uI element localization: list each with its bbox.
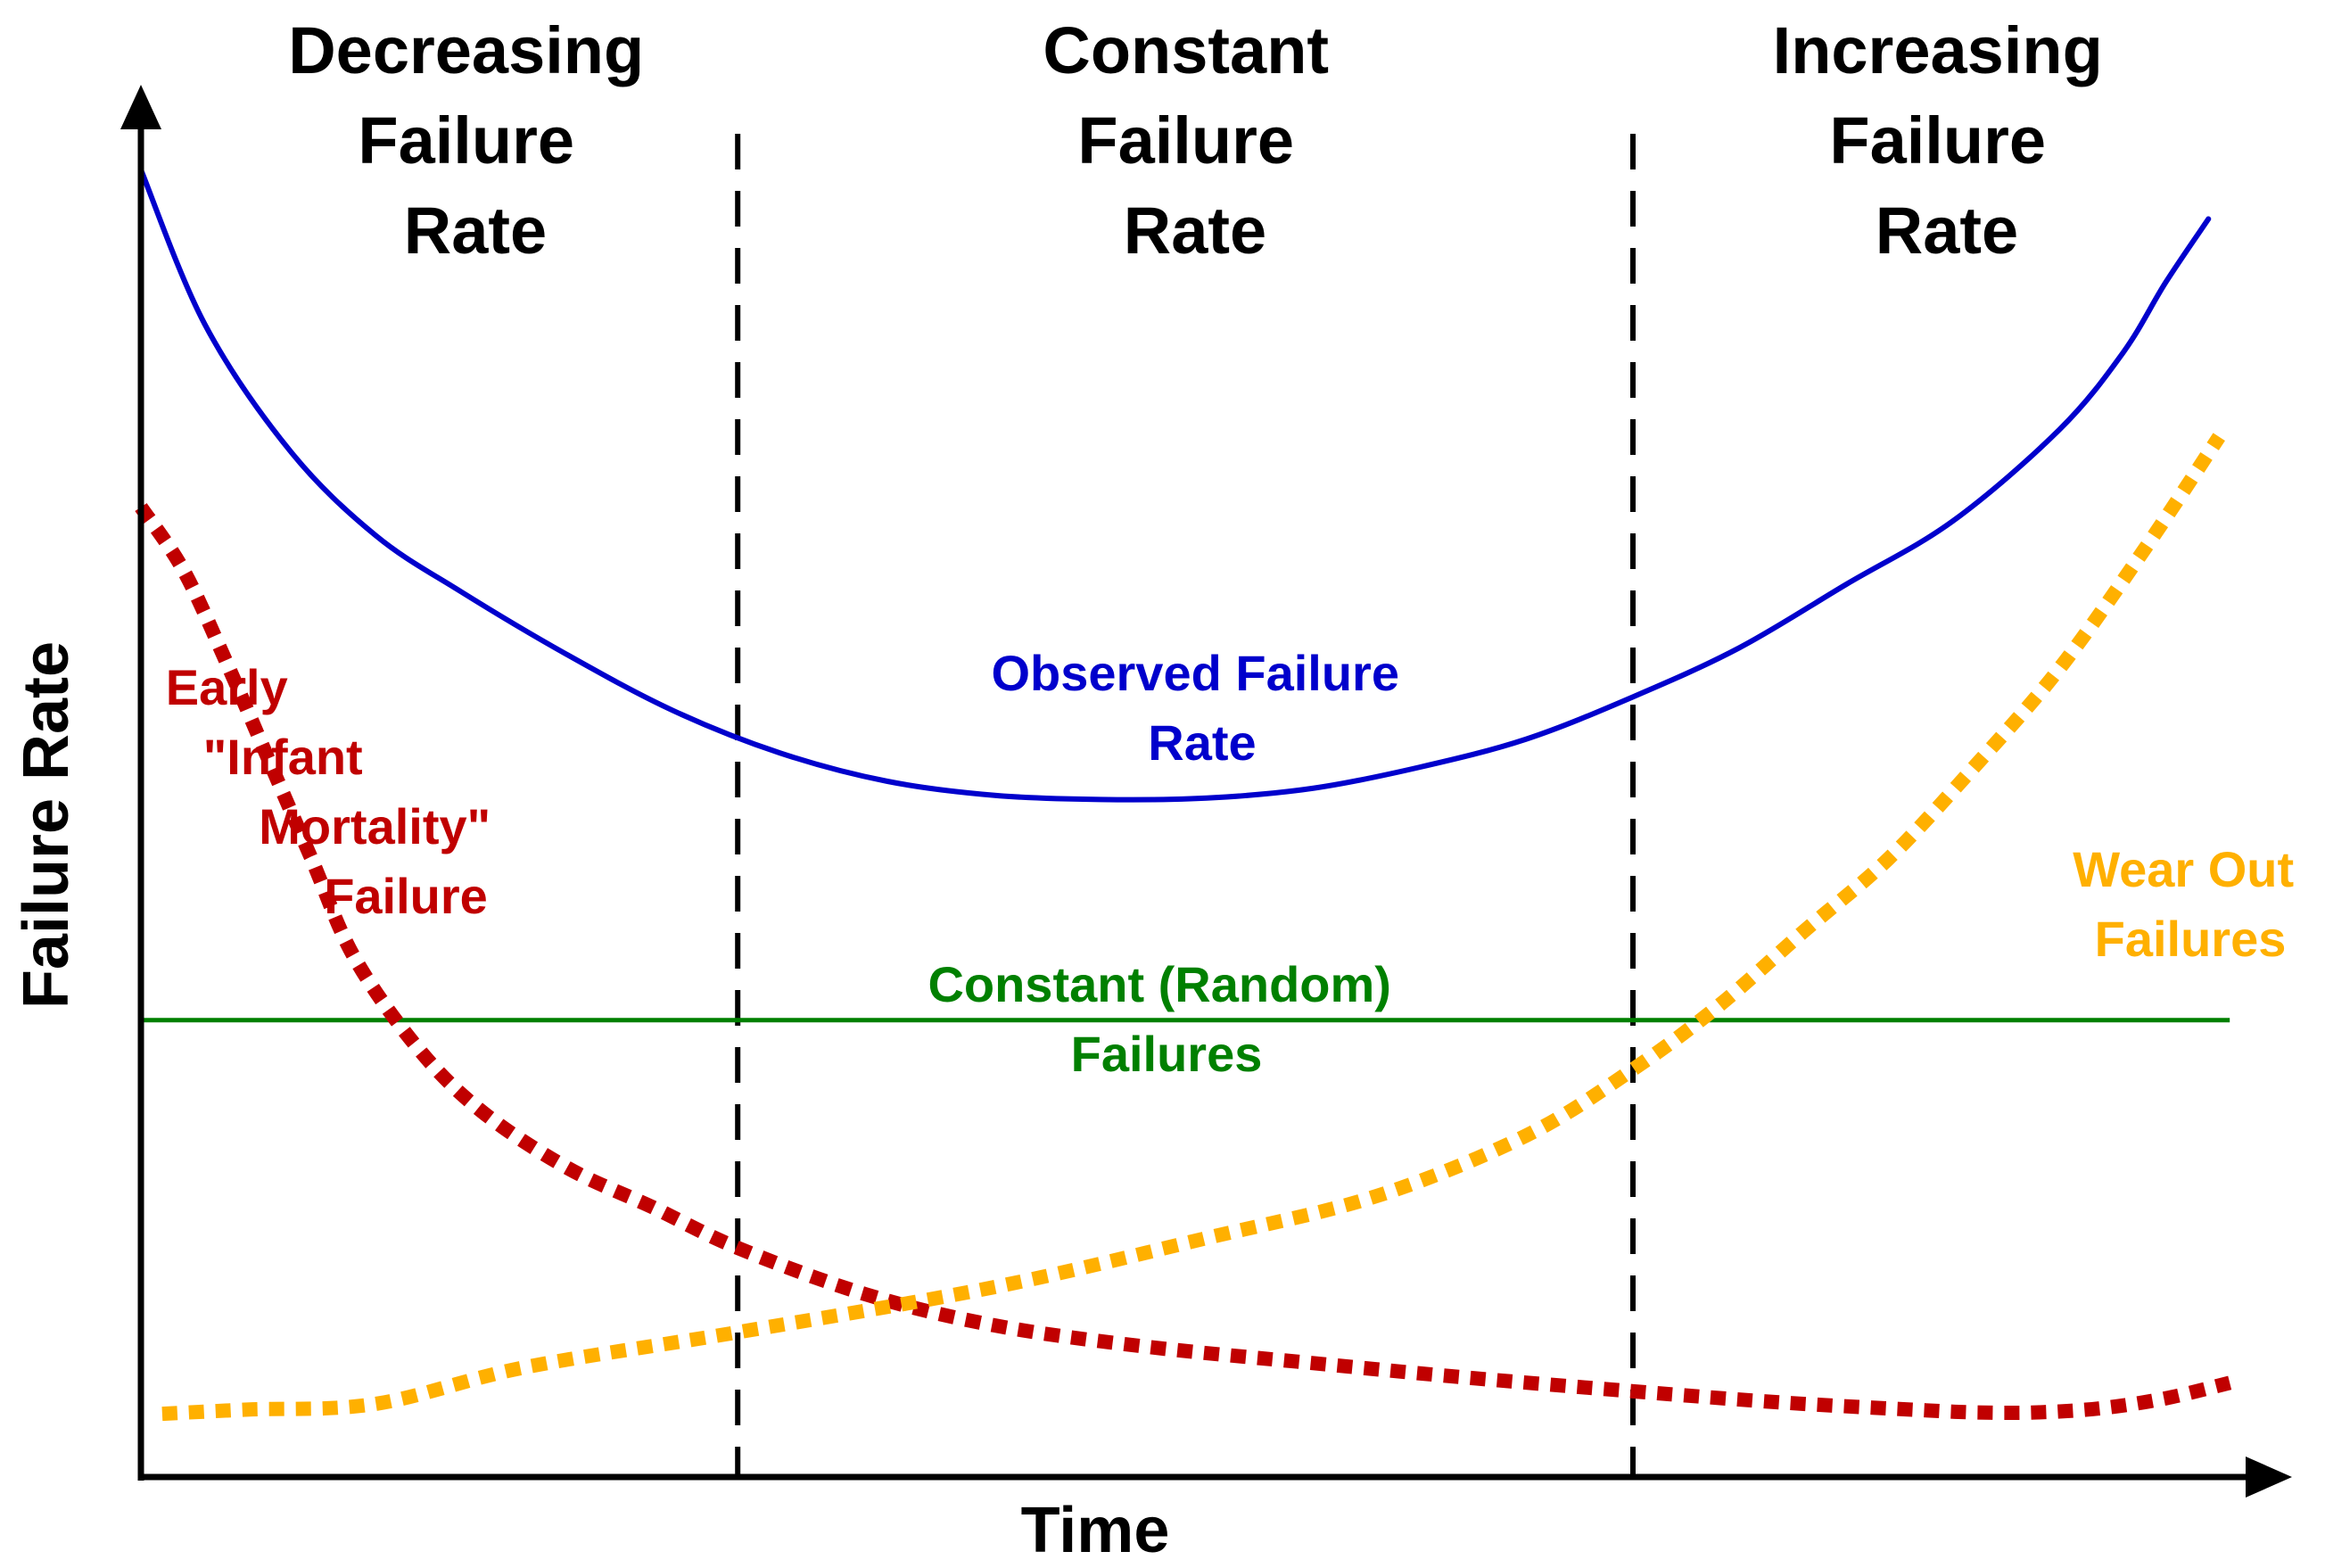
- phase-title-decreasing: Decreasing Failure Rate: [288, 13, 663, 268]
- phase-title-increasing: Increasing Failure Rate: [1773, 13, 2122, 268]
- observed-failure-rate-curve: [138, 167, 2212, 803]
- y-axis-label: Failure Rate: [11, 641, 82, 1009]
- y-axis-arrowhead: [120, 85, 161, 129]
- infant-mortality-failure-label: Early "Infant Mortality" Failure: [166, 659, 505, 924]
- phase-title-constant: Constant Failure Rate: [1043, 13, 1347, 268]
- early-infant-mortality-failure-curve: [135, 503, 2232, 1420]
- wear-out-failures-curve: [161, 433, 2225, 1422]
- constant-random-failures-label: Constant (Random) Failures: [928, 956, 1405, 1082]
- x-axis-arrowhead: [2246, 1457, 2292, 1498]
- observed-failure-rate-label: Observed Failure Rate: [991, 645, 1413, 771]
- x-axis-label: Time: [1021, 1495, 1170, 1566]
- wear-out-failures-label: Wear Out Failures: [2073, 841, 2307, 967]
